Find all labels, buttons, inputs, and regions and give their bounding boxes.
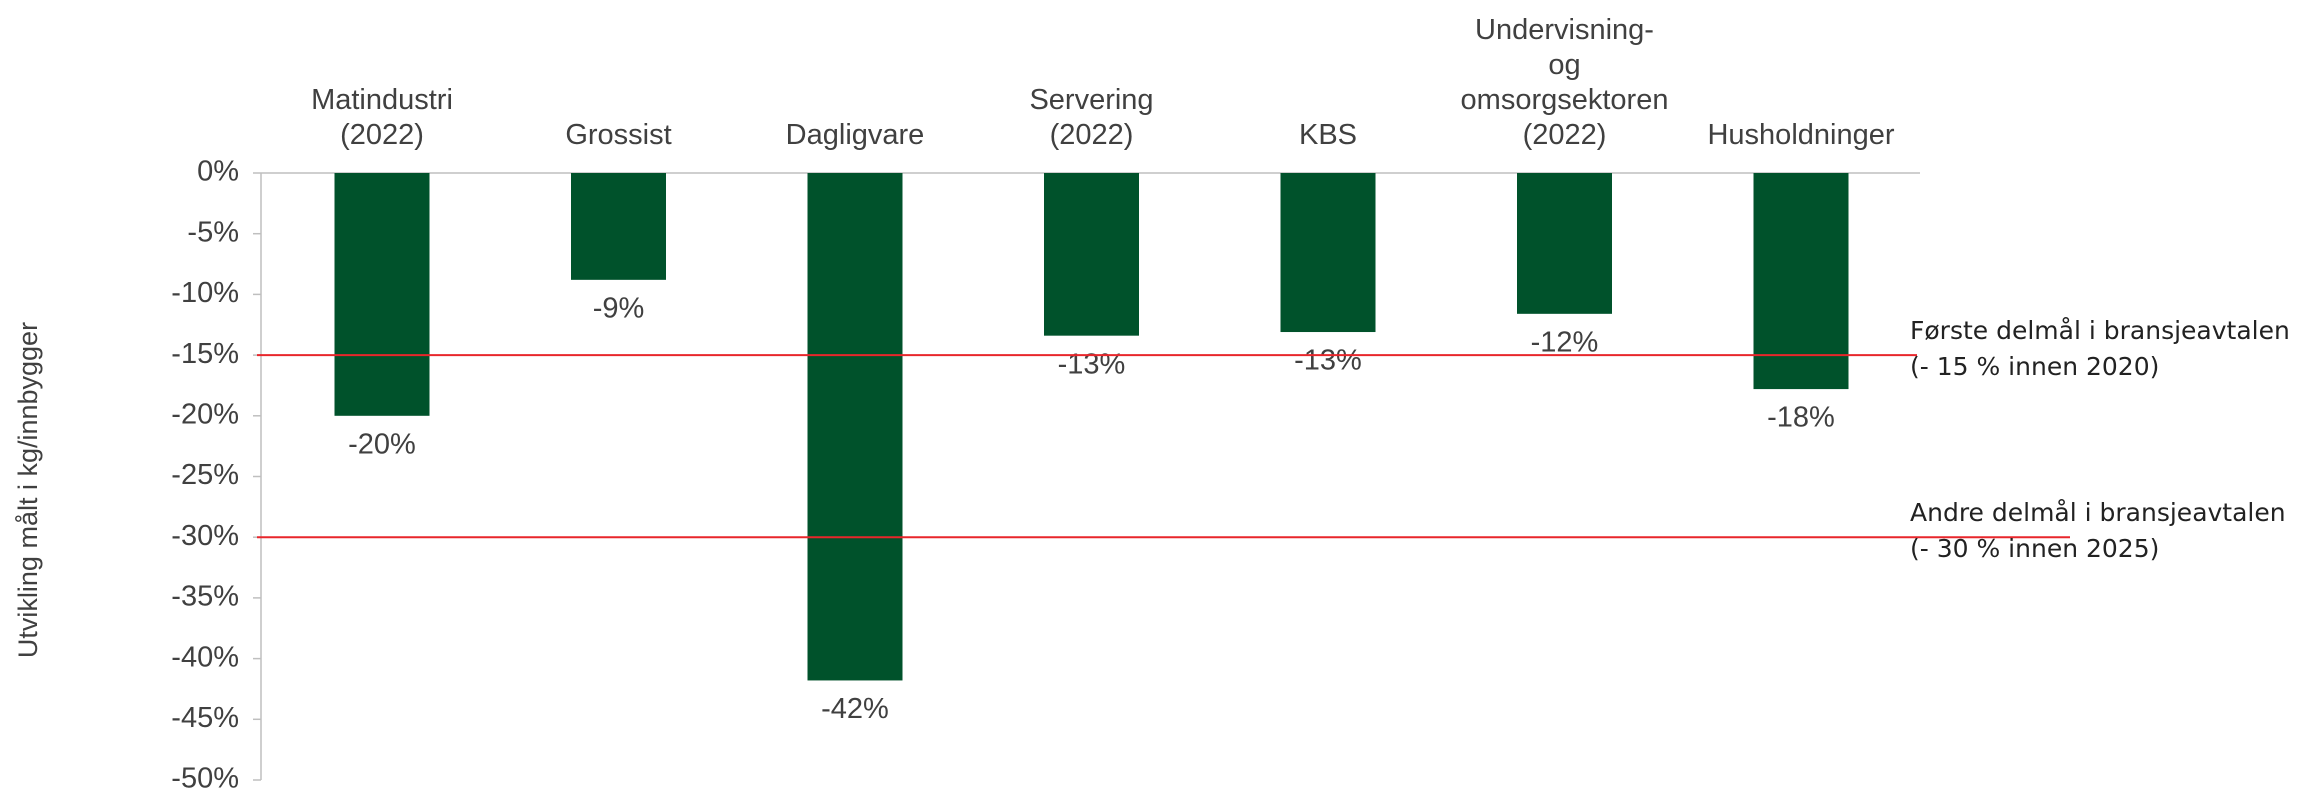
y-tick-label: 0% — [197, 156, 239, 188]
x-tick-label: Husholdninger — [1707, 119, 1895, 151]
x-tick-label: Undervisning- og omsorgsektoren (2022) — [1460, 14, 1669, 151]
y-tick-label: -10% — [171, 277, 239, 309]
y-axis-label: Utvikling målt i kg/innbygger — [13, 322, 43, 658]
y-tick-label: -30% — [171, 520, 239, 552]
y-tick-label: -45% — [171, 702, 239, 734]
data-label: -18% — [1767, 402, 1835, 434]
x-tick-label: Matindustri (2022) — [311, 84, 453, 151]
data-label: -12% — [1531, 326, 1599, 358]
x-tick-label: Grossist — [565, 119, 672, 151]
bar — [1753, 173, 1849, 390]
data-label: -9% — [593, 292, 645, 324]
x-tick-label: Servering (2022) — [1029, 84, 1154, 151]
bar — [1280, 173, 1376, 333]
x-tick-label: KBS — [1298, 119, 1358, 151]
x-tick-label: Dagligvare — [785, 119, 925, 151]
bar — [334, 173, 430, 416]
bar — [571, 173, 666, 280]
y-tick-label: -35% — [171, 581, 239, 613]
y-tick-label: -5% — [187, 216, 239, 248]
bar — [807, 173, 903, 681]
reference-label: Andre delmål i bransjeavtalen (- 30 % in… — [1910, 498, 2286, 564]
reference-label: Første delmål i bransjeavtalen (- 15 % i… — [1910, 316, 2290, 382]
y-tick-label: -50% — [171, 763, 239, 793]
data-label: -13% — [1058, 348, 1126, 380]
data-label: -42% — [821, 693, 889, 725]
bar — [1517, 173, 1612, 314]
y-tick-label: -40% — [171, 641, 239, 673]
bar — [1044, 173, 1139, 336]
data-label: -20% — [348, 428, 416, 460]
y-tick-label: -20% — [171, 398, 239, 430]
data-label: -13% — [1294, 345, 1362, 377]
y-tick-label: -25% — [171, 459, 239, 491]
y-tick-label: -15% — [171, 338, 239, 370]
